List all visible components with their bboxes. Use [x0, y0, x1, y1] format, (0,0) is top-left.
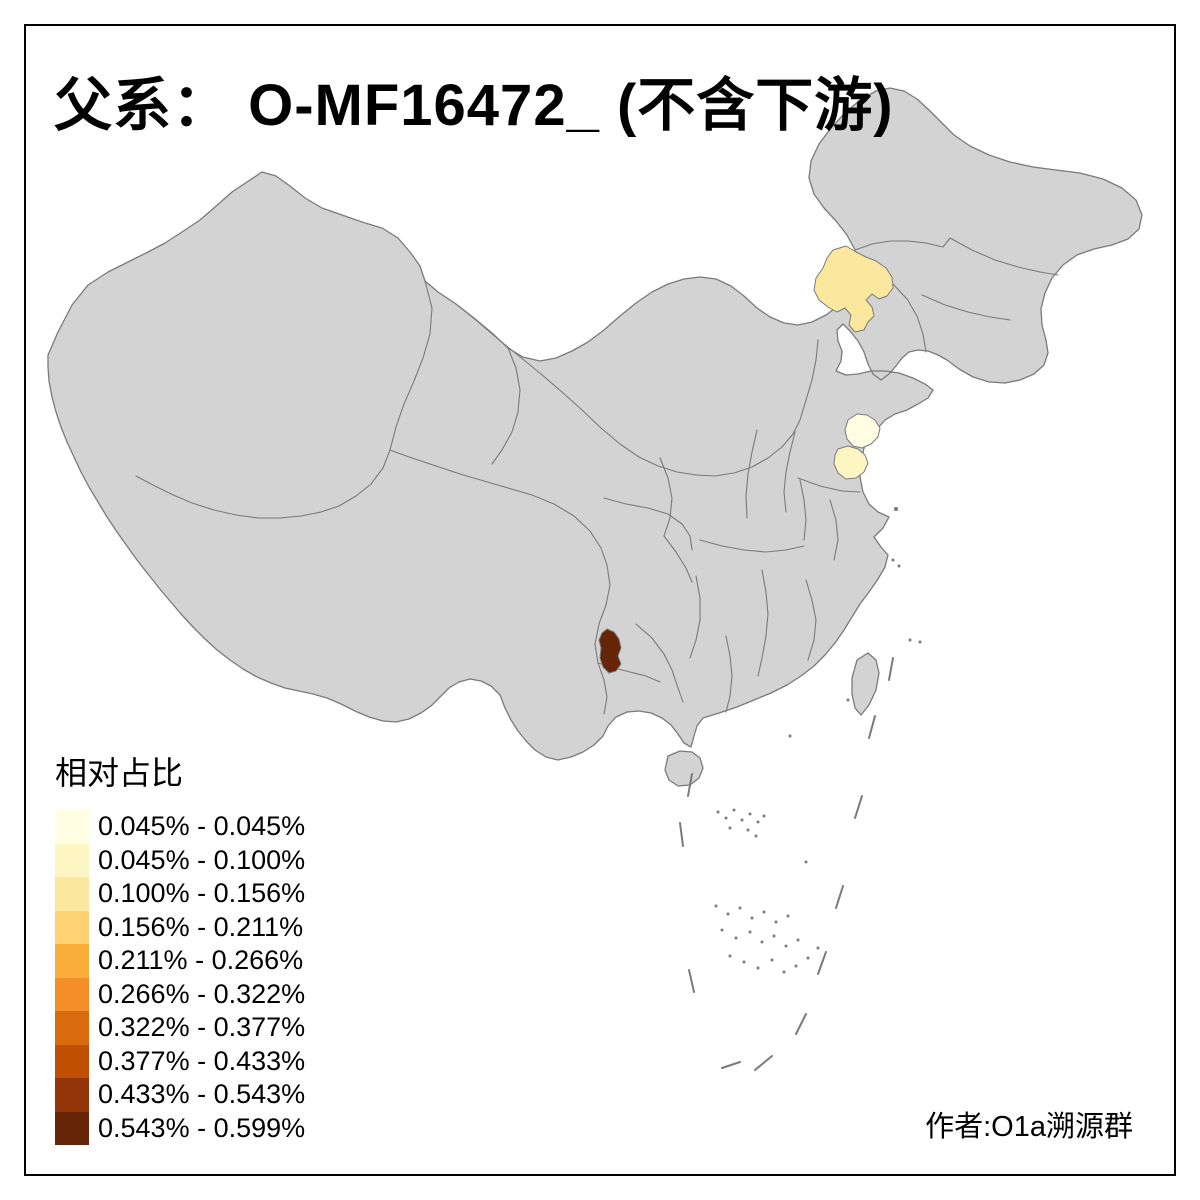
- highlighted-regions: [598, 245, 894, 674]
- legend-items: 0.045% - 0.045% 0.045% - 0.100% 0.100% - 0…: [55, 810, 305, 1145]
- legend-item: 0.045% - 0.100%: [55, 843, 306, 877]
- legend-label: 0.100% - 0.156%: [98, 878, 306, 909]
- taiwan-island: [851, 652, 880, 716]
- legend-swatch: [55, 1078, 89, 1112]
- legend-swatch: [55, 944, 89, 978]
- plot-frame: [24, 24, 1176, 1176]
- hainan-island: [664, 750, 704, 787]
- legend-swatch: [55, 810, 89, 844]
- legend-item: 0.156% - 0.211%: [55, 910, 305, 944]
- legend-label: 0.266% - 0.322%: [98, 978, 306, 1009]
- legend-swatch: [55, 843, 89, 877]
- legend-item: 0.100% - 0.156%: [55, 877, 305, 911]
- legend-item: 0.045% - 0.045%: [55, 810, 305, 844]
- region-inner-mongolia: [813, 245, 894, 333]
- south-china-sea-islands: [714, 734, 820, 974]
- region-sichuan-southwest: [598, 628, 622, 674]
- region-shandong-north: [844, 413, 881, 449]
- legend-item: 0.266% - 0.322%: [55, 977, 306, 1011]
- legend-item: 0.211% - 0.266%: [55, 944, 305, 978]
- legend-title: 相对占比: [55, 755, 184, 791]
- legend-swatch: [55, 1011, 89, 1045]
- legend-label: 0.045% - 0.100%: [98, 844, 306, 875]
- legend-label: 0.377% - 0.433%: [98, 1045, 306, 1076]
- legend-label: 0.543% - 0.599%: [98, 1112, 306, 1143]
- china-mainland: [47, 87, 1143, 761]
- legend-label: 0.211% - 0.266%: [98, 945, 304, 976]
- legend: 相对占比 0.045% - 0.045% 0.045% - 0.100% 0.100…: [55, 748, 305, 1145]
- legend-item: 0.377% - 0.433%: [55, 1044, 306, 1078]
- province-borders: [135, 237, 1059, 715]
- legend-item: 0.433% - 0.543%: [55, 1078, 305, 1112]
- legend-label: 0.322% - 0.377%: [98, 1012, 306, 1043]
- attribution-text: 作者:O1a溯源群: [925, 1111, 1133, 1143]
- islands: [664, 507, 922, 787]
- legend-label: 0.433% - 0.543%: [98, 1079, 306, 1110]
- legend-swatch: [55, 1111, 89, 1145]
- legend-label: 0.156% - 0.211%: [98, 911, 304, 942]
- map-title: 父系： O-MF16472_ (不含下游): [54, 73, 894, 138]
- legend-swatch: [55, 977, 89, 1011]
- legend-swatch: [55, 910, 89, 944]
- legend-swatch: [55, 877, 89, 911]
- legend-label: 0.045% - 0.045%: [98, 811, 306, 842]
- nine-dash-line: [679, 657, 894, 1071]
- legend-swatch: [55, 1044, 89, 1078]
- region-shandong-south: [833, 445, 869, 480]
- legend-item: 0.543% - 0.599%: [55, 1111, 306, 1145]
- legend-item: 0.322% - 0.377%: [55, 1011, 305, 1045]
